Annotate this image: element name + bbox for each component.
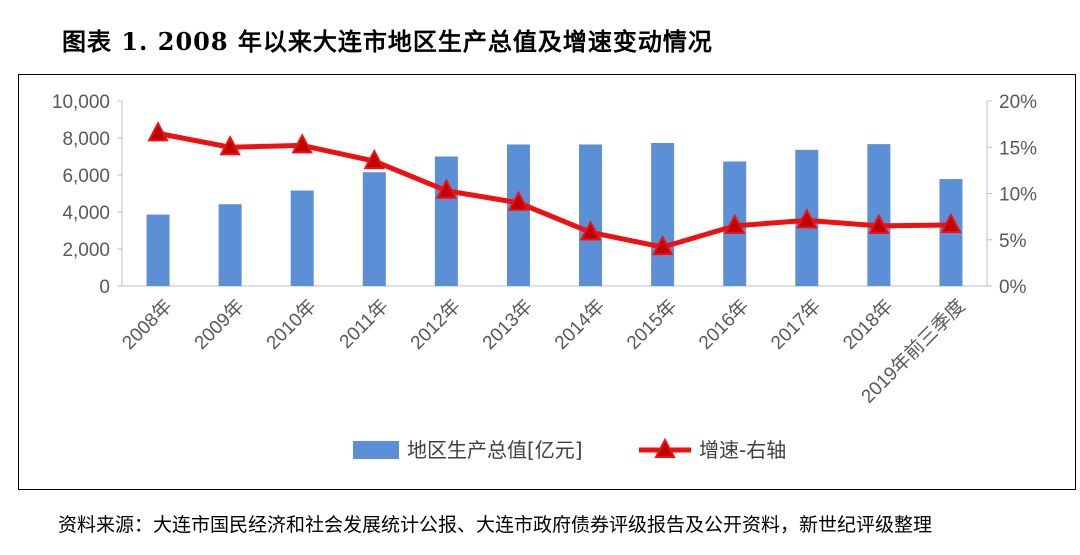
growth-rate-marker bbox=[291, 133, 313, 154]
legend-marker-growth bbox=[654, 437, 676, 458]
x-category-label: 2008年 bbox=[118, 295, 177, 354]
x-category-label: 2013年 bbox=[478, 295, 537, 354]
y-right-tick-label: 5% bbox=[999, 231, 1027, 252]
growth-rate-marker bbox=[435, 178, 458, 199]
x-category-label: 2010年 bbox=[262, 295, 321, 354]
gdp-bar bbox=[290, 190, 314, 286]
x-category-label: 2016年 bbox=[694, 295, 753, 354]
x-category-label: 2018年 bbox=[839, 295, 898, 354]
growth-rate-line bbox=[155, 130, 954, 250]
legend-label-growth: 增速-右轴 bbox=[699, 438, 786, 462]
gdp-bar bbox=[146, 214, 170, 286]
growth-rate-marker bbox=[363, 148, 385, 170]
x-category-label: 2017年 bbox=[766, 295, 825, 354]
y-left-tick-label: 6,000 bbox=[62, 166, 110, 187]
gdp-bar bbox=[579, 144, 603, 286]
gdp-bar bbox=[651, 142, 675, 286]
chart-frame: 0 2,000 4,000 6,000 8,000 10,000 0% 5% 10% 15% 20%… bbox=[18, 74, 1076, 490]
gdp-bar bbox=[218, 204, 242, 286]
growth-rate-marker bbox=[219, 135, 241, 156]
y-right-tick-label: 10% bbox=[999, 185, 1037, 206]
combo-chart: 0 2,000 4,000 6,000 8,000 10,000 0% 5% 10% 15% 20%… bbox=[52, 92, 1037, 462]
figure-title: 图表 1. 2008 年以来大连市地区生产总值及增速变动情况 bbox=[62, 27, 713, 56]
y-right-tick-label: 15% bbox=[999, 138, 1037, 159]
y-right-tick-label: 20% bbox=[999, 92, 1037, 113]
growth-rate-marker bbox=[796, 208, 818, 229]
y-right-tick-label: 0% bbox=[999, 277, 1027, 298]
y-left-tick-label: 4,000 bbox=[62, 203, 110, 224]
y-left-tick-label: 0 bbox=[99, 277, 110, 298]
growth-rate-marker bbox=[651, 235, 674, 256]
growth-rate-marker bbox=[724, 213, 746, 234]
x-category-label: 2012年 bbox=[406, 295, 465, 354]
legend-label-gdp: 地区生产总值[亿元] bbox=[407, 438, 583, 462]
growth-rate-marker bbox=[940, 212, 962, 233]
x-category-label: 2011年 bbox=[335, 295, 393, 353]
y-left-tick-label: 10,000 bbox=[52, 92, 110, 113]
x-category-label: 2015年 bbox=[622, 295, 681, 354]
growth-rate-marker bbox=[507, 190, 530, 211]
legend-swatch-gdp bbox=[353, 441, 399, 459]
x-category-label: 2009年 bbox=[190, 295, 249, 354]
growth-rate-marker bbox=[147, 121, 169, 142]
gdp-bar bbox=[506, 144, 530, 286]
x-category-label: 2014年 bbox=[550, 295, 609, 354]
source-note: 资料来源：大连市国民经济和社会发展统计公报、大连市政府债券评级报告及公开资料，新… bbox=[58, 514, 933, 536]
gdp-bar bbox=[434, 156, 458, 286]
gdp-bar bbox=[362, 172, 386, 286]
y-left-tick-label: 2,000 bbox=[62, 240, 110, 261]
growth-rate-marker bbox=[579, 220, 602, 241]
y-left-tick-label: 8,000 bbox=[62, 129, 110, 150]
growth-rate-marker bbox=[868, 213, 890, 234]
